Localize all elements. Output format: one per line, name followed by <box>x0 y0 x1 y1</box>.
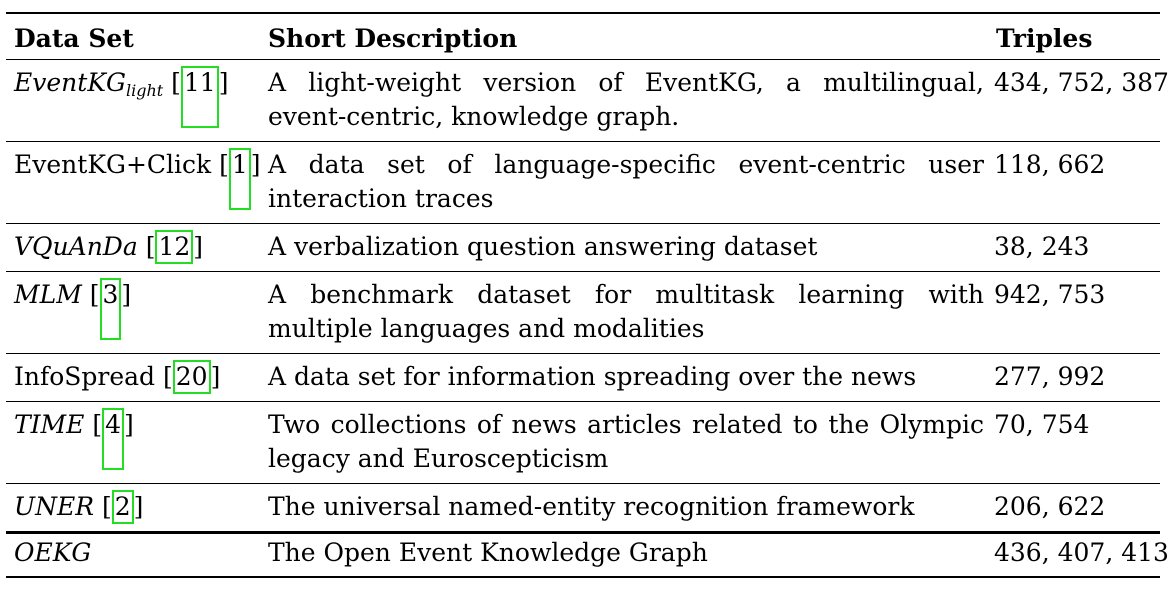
dataset-name: InfoSpread <box>14 362 156 391</box>
description-cell: A light-weight version of EventKG, a mul… <box>268 68 984 131</box>
dataset-cell: OEKG <box>6 533 260 578</box>
datasets-table: Data Set Short Description Triples Event… <box>6 12 1169 578</box>
dataset-name: TIME <box>14 410 85 439</box>
table-row: EventKG+Click [1] A data set of language… <box>6 142 1160 224</box>
citation-link[interactable]: 4 <box>102 408 125 470</box>
description-cell: A data set for information spreading ove… <box>268 362 917 391</box>
citation-link[interactable]: 2 <box>111 490 134 524</box>
dataset-cell: MLM [3] <box>6 272 260 354</box>
dataset-cell: TIME [4] <box>6 402 260 484</box>
citation-link[interactable]: 20 <box>172 360 211 394</box>
triples-cell: 206, 622 <box>994 492 1106 521</box>
dataset-cell: UNER [2] <box>6 484 260 533</box>
table-row: InfoSpread [20] A data set for informati… <box>6 354 1160 402</box>
dataset-name: OEKG <box>14 538 92 567</box>
table-row: VQuAnDa [12] A verbalization question an… <box>6 224 1160 272</box>
dataset-name: MLM <box>14 280 82 309</box>
table-row: MLM [3] A benchmark dataset for multitas… <box>6 272 1160 354</box>
dataset-cell: EventKG+Click [1] <box>6 142 261 224</box>
header-row: Data Set Short Description Triples <box>6 13 1160 60</box>
triples-cell: 434, 752, 387 <box>994 68 1169 97</box>
citation-link[interactable]: 11 <box>180 66 219 128</box>
description-cell: A data set of language-specific event-ce… <box>268 150 984 213</box>
table-row: UNER [2] The universal named-entity reco… <box>6 484 1160 533</box>
triples-cell: 277, 992 <box>994 362 1106 391</box>
table-row: TIME [4] Two collections of news article… <box>6 402 1160 484</box>
citation-link[interactable]: 1 <box>228 148 251 210</box>
dataset-cell: VQuAnDa [12] <box>6 224 260 272</box>
total-row: OEKG The Open Event Knowledge Graph 436,… <box>6 533 1169 578</box>
description-cell: Two collections of news articles related… <box>268 410 984 473</box>
header-description: Short Description <box>268 24 518 53</box>
citation-link[interactable]: 3 <box>99 278 122 340</box>
dataset-subscript: light <box>125 81 164 100</box>
triples-cell: 942, 753 <box>994 280 1106 309</box>
description-cell: The Open Event Knowledge Graph <box>268 538 708 567</box>
description-cell: The universal named-entity recognition f… <box>268 492 915 521</box>
dataset-name: VQuAnDa <box>14 232 138 261</box>
header-triples: Triples <box>996 24 1093 53</box>
dataset-name: UNER <box>14 492 95 521</box>
citation-link[interactable]: 12 <box>155 230 194 264</box>
description-cell: A verbalization question answering datas… <box>268 232 818 261</box>
dataset-cell: EventKGlight [11] <box>6 60 260 142</box>
description-cell: A benchmark dataset for multitask learni… <box>268 280 984 343</box>
triples-cell: 70, 754 <box>994 410 1090 439</box>
header-dataset: Data Set <box>14 24 134 53</box>
dataset-cell: InfoSpread [20] <box>6 354 260 402</box>
triples-cell: 38, 243 <box>994 232 1090 261</box>
triples-cell: 118, 662 <box>994 150 1106 179</box>
dataset-name: EventKG+Click <box>14 150 212 179</box>
dataset-name: EventKG <box>14 68 126 97</box>
table-row: EventKGlight [11] A light-weight version… <box>6 60 1169 142</box>
triples-cell: 436, 407, 413 <box>994 538 1169 567</box>
